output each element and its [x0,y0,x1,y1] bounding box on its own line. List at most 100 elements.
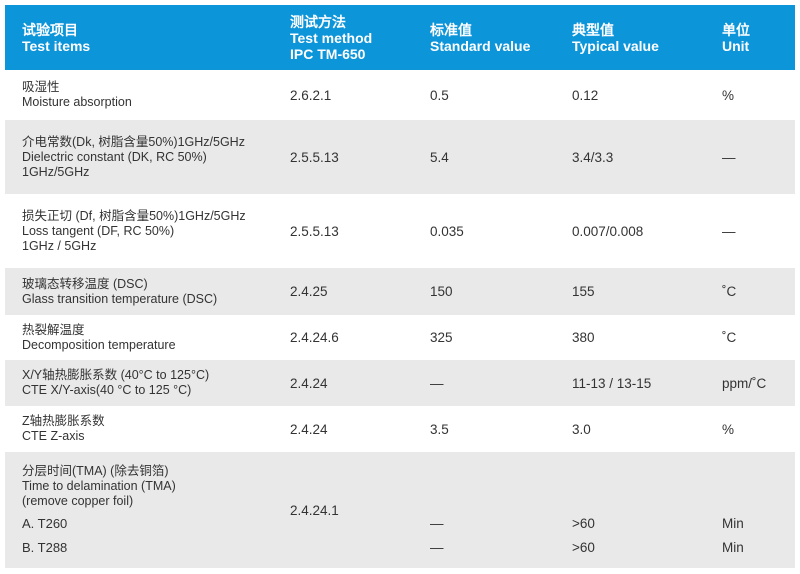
header-test-items: 试验项目 Test items [22,5,90,70]
standard-value-text: 0.035 [430,223,464,239]
test-item: Z轴热膨胀系数 CTE Z-axis [22,406,105,452]
test-item: 损失正切 (Df, 树脂含量50%)1GHz/5GHz Loss tangent … [22,194,246,268]
test-item: 分层时间(TMA) (除去铜箔) Time to delamination (TM… [22,452,176,568]
typical-value-text: 3.4/3.3 [572,149,614,165]
header-text: 典型值 [572,21,614,38]
unit-text: — [722,149,736,165]
unit-text: ˚C [722,284,737,299]
test-item-text: 玻璃态转移温度 (DSC) [22,276,148,291]
header-standard-value: 标准值 Standard value [430,5,530,70]
test-method: 2.4.24.6 [290,315,339,360]
standard-value-text: 5.4 [430,149,449,165]
test-method: 2.4.25 [290,268,328,315]
test-item-text: Glass transition temperature (DSC) [22,291,218,306]
test-item-text: CTE X/Y-axis(40 °C to 125 °C) [22,383,192,397]
header-text: Standard value [430,37,531,54]
standard-value: 0.5 [430,70,449,120]
typical-value: 155 [572,268,595,315]
test-item-text: 损失正切 (Df, 树脂含量50%)1GHz/5GHz [22,208,246,223]
test-method: 2.5.5.13 [290,194,339,268]
table-row: 介电常数(Dk, 树脂含量50%)1GHz/5GHz Dielectric con… [5,120,795,194]
standard-value: 150 [430,268,453,315]
header-text: Unit [722,37,750,54]
test-method: 2.6.2.1 [290,70,331,120]
typical-value-text: 0.12 [572,87,599,103]
unit: ˚C [722,268,736,315]
standard-value-text: 3.5 [430,421,449,437]
test-method-text: 2.4.24.6 [290,330,339,345]
typical-value: >60 [572,516,595,531]
unit-text: ppm/˚C [722,375,767,391]
unit: — [722,194,736,268]
test-item-text: 介电常数(Dk, 树脂含量50%)1GHz/5GHz [22,134,245,149]
typical-value-text: 11-13 / 13-15 [572,375,652,391]
test-item-text: CTE Z-axis [22,429,85,443]
sub-label: A. T260 [22,516,68,531]
test-item-text: 吸湿性 [22,80,60,94]
typical-value: 3.4/3.3 [572,120,613,194]
test-method: 2.5.5.13 [290,120,339,194]
typical-value: 3.0 [572,406,591,452]
test-method: 2.4.24.1 [290,452,339,568]
table-row: 热裂解温度 Decomposition temperature 2.4.24.6 32… [5,315,795,360]
header-typical-value: 典型值 Typical value [572,5,659,70]
test-item-text: Decomposition temperature [22,337,176,352]
header-text: IPC TM-650 [290,45,366,62]
standard-value: 0.035 [430,194,464,268]
table-row: 吸湿性 Moisture absorption 2.6.2.1 0.5 0.12% [5,70,795,120]
test-item-text: 热裂解温度 [22,322,85,337]
test-item-text: 分层时间(TMA) (除去铜箔) [22,464,169,478]
header-text: Test items [22,37,91,54]
unit: — [722,120,736,194]
unit: ˚C [722,315,736,360]
unit: % [722,406,734,452]
typical-value-text: 380 [572,330,595,345]
test-item: 吸湿性 Moisture absorption [22,70,132,120]
test-method: 2.4.24 [290,406,328,452]
test-item-text: X/Y轴热膨胀系数 (40°C to 125°C) [22,368,210,382]
typical-value-text: 0.007/0.008 [572,223,644,239]
unit: ppm/˚C [722,360,766,406]
sub-label: B. T288 [22,540,68,555]
standard-value-text: 0.5 [430,87,449,103]
test-item-text: 1GHz/5GHz [22,164,90,179]
unit-text: — [722,223,736,239]
table-row: 分层时间(TMA) (除去铜箔) Time to delamination (TM… [5,452,795,568]
standard-value: 325 [430,315,453,360]
test-item: 热裂解温度 Decomposition temperature [22,315,176,360]
test-item-text: Dielectric constant (DK, RC 50%) [22,149,207,164]
header-test-method: 测试方法 Test method IPC TM-650 [290,5,372,70]
test-method-text: 2.5.5.13 [290,149,339,165]
test-item-text: Moisture absorption [22,95,132,109]
header-text: 测试方法 [290,13,346,30]
unit: Min [722,540,744,555]
table-row: 损失正切 (Df, 树脂含量50%)1GHz/5GHz Loss tangent … [5,194,795,268]
standard-value: 3.5 [430,406,449,452]
table-header: 试验项目 Test items 测试方法 Test method IPC TM-650… [5,5,795,70]
test-method: 2.4.24 [290,360,328,406]
unit: Min [722,516,744,531]
standard-value: — [430,516,444,531]
test-method-text: 2.4.25 [290,284,328,299]
test-item: 介电常数(Dk, 树脂含量50%)1GHz/5GHz Dielectric con… [22,120,245,194]
typical-value-text: 3.0 [572,421,591,437]
table-row: 玻璃态转移温度 (DSC) Glass transition temperatur… [5,268,795,315]
unit-text: ˚C [722,330,737,345]
typical-value: 380 [572,315,595,360]
standard-value-text: 150 [430,284,453,299]
header-text: Typical value [572,37,659,54]
header-unit: 单位 Unit [722,5,750,70]
unit-text: % [722,421,735,437]
header-text: Test method [290,29,373,46]
test-item: X/Y轴热膨胀系数 (40°C to 125°C) CTE X/Y-axis(40… [22,360,209,406]
test-method-text: 2.4.24 [290,375,328,391]
header-text: 单位 [722,21,750,38]
header-text: 试验项目 [22,21,78,38]
unit-text: % [722,87,735,103]
table-row: Z轴热膨胀系数 CTE Z-axis 2.4.24 3.5 3.0% [5,406,795,452]
standard-value-text: 325 [430,330,453,345]
test-method-text: 2.6.2.1 [290,87,332,103]
table-row: X/Y轴热膨胀系数 (40°C to 125°C) CTE X/Y-axis(40… [5,360,795,406]
test-method-text: 2.4.24 [290,421,328,437]
unit: % [722,70,734,120]
